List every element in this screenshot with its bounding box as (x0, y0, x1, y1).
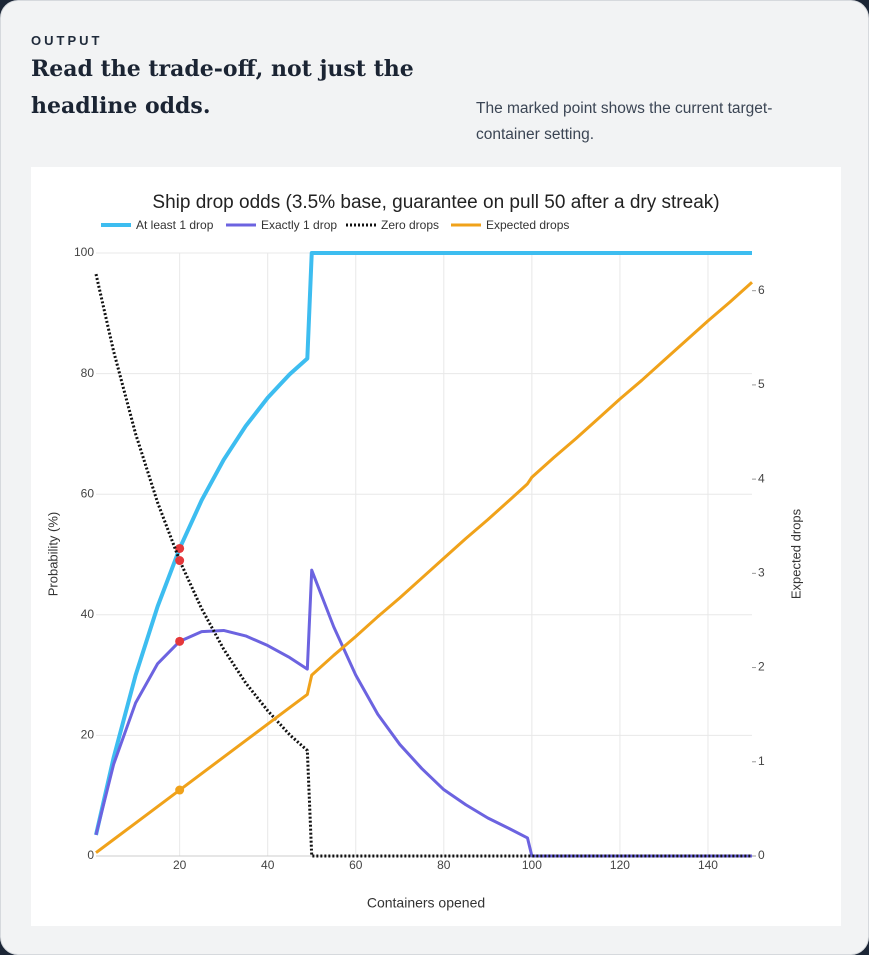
series-line (94, 568, 752, 858)
legend-label: Zero drops (381, 218, 439, 232)
y2-tick-label: 5 (758, 377, 765, 391)
highlight-point (175, 636, 185, 646)
series-line (94, 251, 752, 836)
chart-title: Ship drop odds (3.5% base, guarantee on … (152, 192, 719, 213)
y-axis-title: Probability (%) (45, 512, 60, 597)
x-tick-label: 60 (349, 858, 363, 872)
highlight-point (175, 785, 185, 795)
x-tick-label: 20 (173, 858, 187, 872)
y-tick-label: 40 (81, 607, 95, 621)
legend-label: Exactly 1 drop (261, 218, 337, 232)
highlight-point (175, 556, 185, 566)
y-tick-label: 80 (81, 366, 95, 380)
heading: Read the trade-off, not just the headlin… (31, 56, 414, 119)
legend-label: Expected drops (486, 218, 569, 232)
x-tick-label: 80 (437, 858, 451, 872)
x-tick-label: 120 (610, 858, 630, 872)
note: The marked point shows the current targe… (476, 100, 773, 143)
x-tick-label: 100 (522, 858, 542, 872)
y2-tick-label: 0 (758, 848, 765, 862)
y2-tick-label: 6 (758, 283, 765, 297)
y-tick-label: 100 (74, 245, 94, 259)
y-tick-label: 60 (81, 486, 95, 500)
y2-tick-label: 3 (758, 566, 765, 580)
y2-tick-label: 1 (758, 754, 765, 768)
legend-label: At least 1 drop (136, 218, 214, 232)
x-tick-label: 40 (261, 858, 275, 872)
x-axis-title: Containers opened (367, 895, 485, 911)
x-tick-label: 140 (698, 858, 718, 872)
y-tick-label: 20 (81, 728, 95, 742)
series-line (94, 273, 752, 858)
y-tick-label: 0 (87, 848, 94, 862)
y2-tick-label: 4 (758, 471, 765, 485)
y2-tick-label: 2 (758, 660, 765, 674)
section-label: OUTPUT (31, 33, 103, 48)
y2-axis-title: Expected drops (788, 508, 803, 599)
series-line (95, 281, 754, 854)
